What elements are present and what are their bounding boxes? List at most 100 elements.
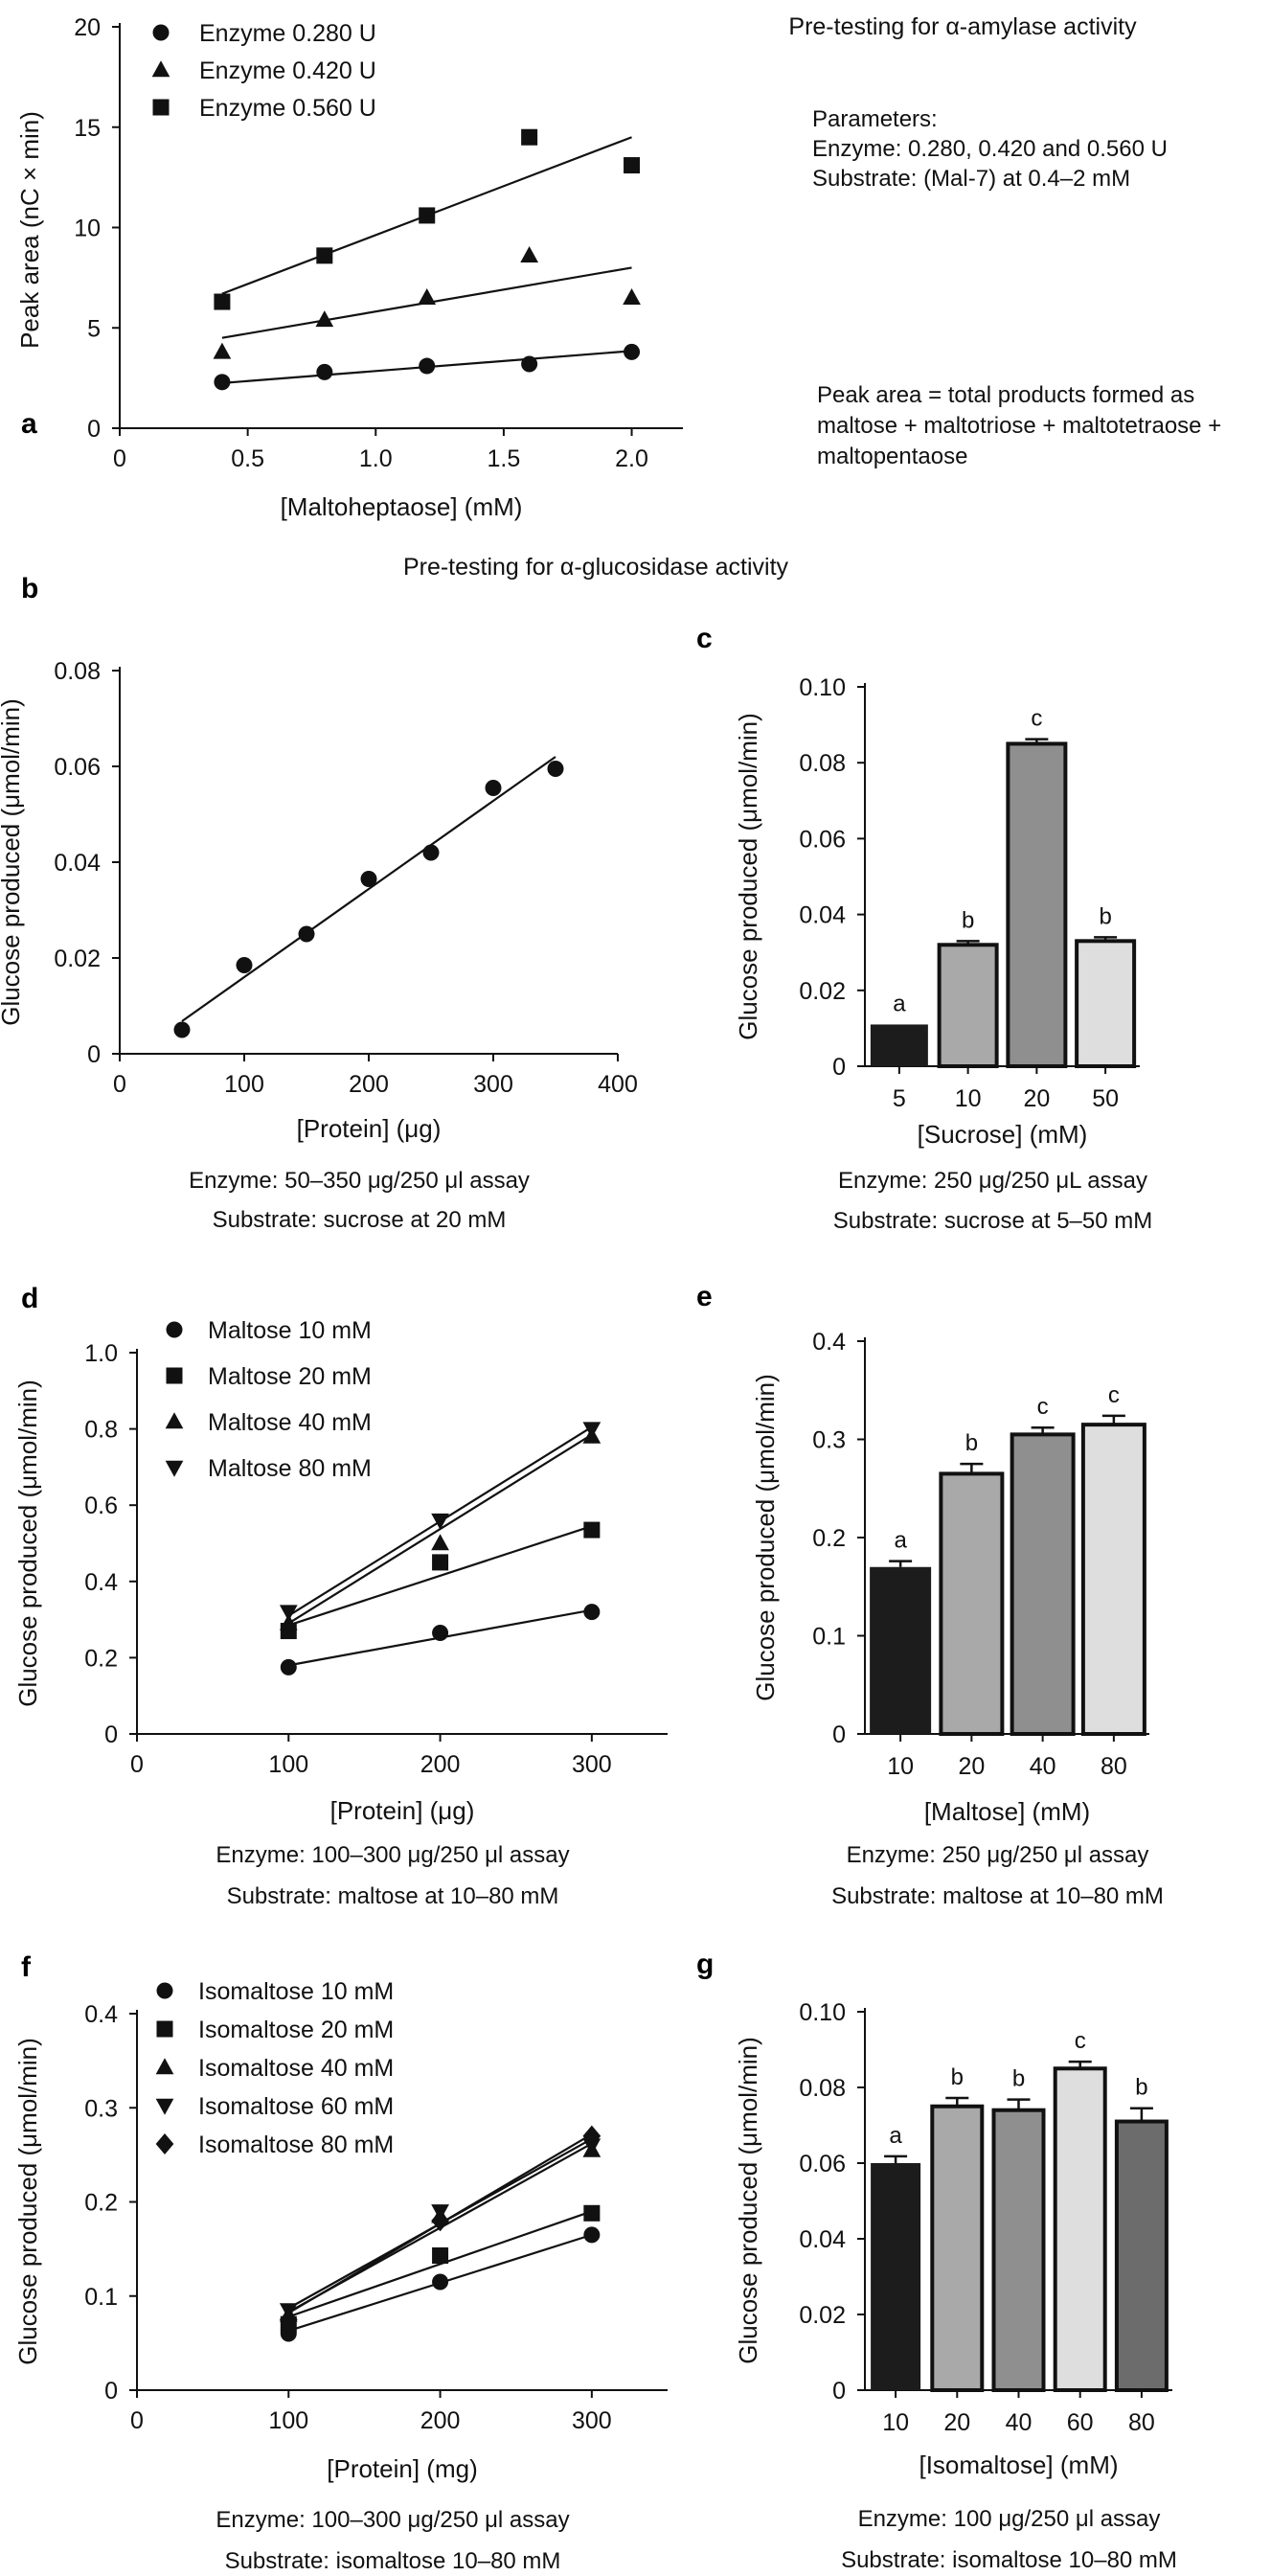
- y-tick-label: 20: [74, 14, 101, 41]
- data-point: [624, 157, 641, 174]
- data-point: [279, 1613, 298, 1630]
- x-tick-label: 10: [955, 1085, 982, 1112]
- chart-note: Enzyme: 50–350 μg/250 μl assay: [189, 1168, 530, 1194]
- fit-line: [181, 756, 556, 1022]
- data-point: [280, 1658, 297, 1676]
- y-tick-label: 0: [832, 1721, 846, 1748]
- bar: [991, 2108, 1046, 2392]
- data-point: [422, 844, 440, 861]
- y-tick-label: 0.4: [812, 1329, 846, 1356]
- chart-note: Substrate: isomaltose 10–80 mM: [841, 2547, 1177, 2573]
- x-tick-label: 20: [1023, 1085, 1050, 1112]
- data-point: [173, 1021, 191, 1038]
- x-tick-label: 0.5: [231, 445, 264, 472]
- y-axis-label: Glucose produced (μmol/min): [13, 2038, 42, 2365]
- x-axis-label: [Sucrose] (mM): [918, 1120, 1088, 1149]
- y-tick-label: 0.8: [84, 1417, 118, 1444]
- x-tick-label: 200: [420, 2407, 461, 2434]
- x-tick-label: 20: [943, 2409, 970, 2436]
- data-point: [582, 2125, 601, 2147]
- y-tick-label: 0.3: [812, 1427, 846, 1454]
- panel-a-params-line: Substrate: (Mal-7) at 0.4–2 mM: [812, 166, 1130, 192]
- significance-letter: a: [894, 1528, 907, 1554]
- y-tick-label: 0.10: [799, 674, 846, 701]
- data-point: [432, 1625, 449, 1642]
- data-point: [521, 355, 538, 373]
- data-point: [279, 2309, 298, 2331]
- y-tick-label: 0: [832, 2378, 846, 2405]
- y-tick-label: 0.4: [84, 1569, 118, 1596]
- significance-letter: a: [893, 991, 906, 1016]
- significance-letter: a: [889, 2123, 902, 2149]
- x-tick-label: 300: [572, 2407, 612, 2434]
- chart-note: Substrate: sucrose at 5–50 mM: [833, 1208, 1153, 1234]
- legend-marker: [166, 1321, 183, 1338]
- chart-note: Substrate: maltose at 10–80 mM: [227, 1883, 559, 1909]
- panel-label-e: e: [696, 1281, 713, 1312]
- legend-label: Isomaltose 10 mM: [198, 1978, 394, 2005]
- panel-label-a: a: [21, 408, 37, 440]
- data-point: [315, 310, 334, 328]
- data-point: [214, 374, 231, 391]
- bar: [937, 943, 999, 1069]
- chart-note: Substrate: isomaltose 10–80 mM: [225, 2548, 561, 2574]
- x-tick-label: 1.5: [488, 445, 521, 472]
- y-tick-label: 15: [74, 115, 101, 142]
- x-axis-label: [Protein] (μg): [297, 1114, 442, 1143]
- x-tick-label: 20: [958, 1753, 985, 1780]
- y-axis-label: Glucose produced (μmol/min): [751, 1374, 780, 1701]
- legend-label: Enzyme 0.280 U: [199, 20, 376, 47]
- legend-marker: [155, 2058, 174, 2075]
- data-point: [431, 1534, 449, 1551]
- x-tick-label: 100: [268, 1751, 308, 1778]
- significance-letter: c: [1075, 2028, 1086, 2054]
- data-point: [431, 2210, 449, 2232]
- data-point: [419, 357, 436, 375]
- x-tick-label: 80: [1101, 1753, 1127, 1780]
- legend-label: Maltose 40 mM: [208, 1409, 372, 1436]
- x-axis-label: [Maltose] (mM): [924, 1797, 1090, 1826]
- y-tick-label: 0.02: [799, 978, 846, 1005]
- legend-label: Enzyme 0.560 U: [199, 95, 376, 122]
- data-point: [279, 1605, 298, 1622]
- y-tick-label: 1.0: [84, 1340, 118, 1367]
- legend-marker: [156, 1982, 173, 1999]
- legend-label: Isomaltose 20 mM: [198, 2017, 394, 2043]
- x-tick-label: 5: [893, 1085, 906, 1112]
- legend-marker: [165, 1412, 184, 1429]
- x-tick-label: 50: [1092, 1085, 1119, 1112]
- heading-glucosidase: Pre-testing for α-glucosidase activity: [403, 554, 789, 581]
- x-tick-label: 200: [349, 1071, 389, 1098]
- y-tick-label: 0.1: [84, 2284, 118, 2311]
- chart-note: Substrate: maltose at 10–80 mM: [831, 1883, 1164, 1909]
- panel-label-c: c: [696, 623, 713, 654]
- legend-label: Maltose 20 mM: [208, 1363, 372, 1390]
- panel-label-b: b: [21, 573, 38, 604]
- x-tick-label: 40: [1030, 1753, 1056, 1780]
- x-tick-label: 1.0: [359, 445, 393, 472]
- y-axis-label: Glucose produced (μmol/min): [734, 2037, 762, 2364]
- heading-amylase: Pre-testing for α-amylase activity: [788, 13, 1137, 40]
- x-tick-label: 0: [130, 1751, 144, 1778]
- x-tick-label: 10: [882, 2409, 909, 2436]
- data-point: [485, 780, 502, 796]
- legend-label: Isomaltose 40 mM: [198, 2055, 394, 2082]
- legend-marker: [166, 1367, 183, 1384]
- significance-letter: b: [1099, 903, 1111, 929]
- bar: [1053, 2066, 1107, 2392]
- data-point: [583, 2204, 601, 2222]
- legend-label: Isomaltose 80 mM: [198, 2131, 394, 2158]
- x-axis-label: [Isomaltose] (mM): [919, 2451, 1118, 2479]
- y-tick-label: 0: [104, 2378, 118, 2405]
- bar: [1006, 741, 1068, 1069]
- y-tick-label: 0.04: [799, 2226, 846, 2253]
- data-point: [582, 2138, 601, 2155]
- significance-letter: b: [962, 907, 974, 933]
- bar: [930, 2104, 985, 2392]
- data-point: [583, 2226, 601, 2244]
- y-tick-label: 0.08: [799, 2075, 846, 2102]
- y-tick-label: 0.08: [799, 750, 846, 777]
- panel-label-g: g: [696, 1949, 714, 1980]
- data-point: [298, 925, 315, 943]
